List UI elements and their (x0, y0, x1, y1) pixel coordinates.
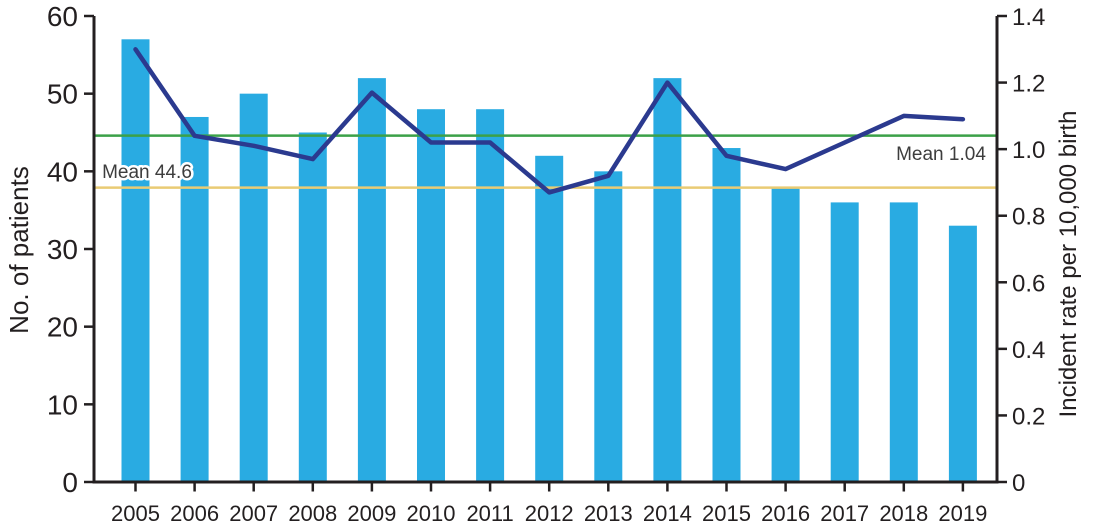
x-axis-year-label: 2019 (938, 501, 987, 526)
x-axis-year-label: 2012 (525, 501, 574, 526)
x-axis-year-label: 2008 (288, 501, 337, 526)
bar-2019 (948, 225, 977, 482)
left-axis-tick-label: 20 (47, 312, 78, 343)
right-axis-title: Incident rate per 10,000 birth (1055, 111, 1082, 418)
left-axis-tick-label: 50 (47, 79, 78, 110)
left-axis-title: No. of patients (4, 166, 34, 334)
left-axis-tick-label: 0 (62, 467, 78, 498)
right-axis-tick-label: 1.4 (1012, 4, 1045, 31)
right-axis-tick-label: 1.2 (1012, 71, 1045, 98)
x-axis-year-label: 2006 (170, 501, 219, 526)
bar-2005 (121, 39, 150, 483)
x-axis-year-label: 2007 (229, 501, 278, 526)
x-axis-year-label: 2016 (761, 501, 810, 526)
right-axis-tick-label: 0.2 (1012, 403, 1045, 430)
bar-2016 (771, 186, 800, 482)
right-axis-tick-label: 0.8 (1012, 204, 1045, 231)
x-axis-year-label: 2010 (407, 501, 456, 526)
bar-2008 (298, 132, 327, 482)
x-axis-year-label: 2018 (879, 501, 928, 526)
right-axis-tick-label: 0.4 (1012, 337, 1045, 364)
x-axis-year-label: 2015 (702, 501, 751, 526)
bar-2015 (712, 148, 741, 483)
x-axis-year-label: 2013 (584, 501, 633, 526)
bar-2007 (239, 93, 268, 483)
right-axis-tick-label: 0.6 (1012, 270, 1045, 297)
bar-2011 (476, 109, 505, 482)
right-axis-tick-label: 0 (1012, 470, 1025, 497)
x-axis-year-label: 2011 (466, 501, 513, 526)
chart-generated-content: 0 10 20 30 40 50 60 0 0.2 0.4 0.6 0.8 1.0 1.2 1.4 2005 2… (47, 1, 1046, 526)
x-axis-year-label: 2014 (643, 501, 692, 526)
left-axis-tick-label: 10 (47, 389, 78, 420)
bar-2017 (830, 202, 859, 482)
bar-2010 (417, 109, 445, 482)
bar-2012 (535, 155, 564, 483)
left-axis-tick-label: 30 (47, 234, 78, 265)
incident-rate-line (133, 47, 966, 195)
bar-2009 (357, 78, 386, 482)
mean-patients-line-label: Mean 44.6 (102, 162, 192, 183)
x-axis-year-label: 2017 (820, 501, 869, 526)
bar-2013 (594, 171, 623, 483)
bar-2014 (653, 78, 682, 482)
bar-2006 (180, 116, 209, 482)
x-axis-year-label: 2005 (111, 501, 160, 526)
bar-2018 (889, 202, 918, 482)
x-axis-year-label: 2009 (347, 501, 396, 526)
mean-incident-rate-line-label: Mean 1.04 (896, 144, 986, 165)
left-axis-tick-label: 40 (47, 156, 78, 187)
left-axis-tick-label: 60 (47, 1, 78, 32)
right-axis-tick-label: 1.0 (1012, 137, 1045, 164)
